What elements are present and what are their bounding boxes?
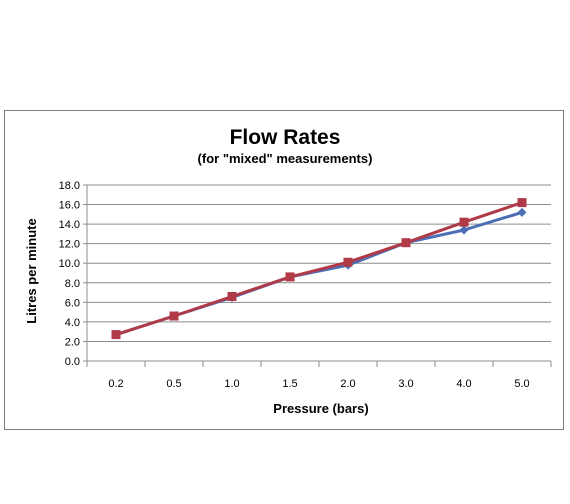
x-axis-label: Pressure (bars) <box>273 401 368 416</box>
x-tick-label: 1.5 <box>282 378 297 390</box>
data-point <box>459 217 469 227</box>
y-tick-label: 14.0 <box>59 219 80 231</box>
y-tick-label: 16.0 <box>59 200 80 212</box>
x-tick-label: 2.0 <box>340 378 355 390</box>
y-tick-label: 2.0 <box>65 336 80 348</box>
y-tick-label: 4.0 <box>65 317 80 329</box>
data-point <box>343 257 353 267</box>
data-point <box>169 311 179 321</box>
data-point <box>517 198 527 208</box>
data-point <box>517 207 527 217</box>
data-point <box>459 225 469 235</box>
x-tick-label: 1.0 <box>224 378 239 390</box>
x-tick-label: 0.2 <box>108 378 123 390</box>
data-point <box>401 238 411 248</box>
data-point <box>285 272 295 282</box>
chart-svg: Flow Rates (for "mixed" measurements) 0.… <box>24 126 552 416</box>
series-layer <box>111 198 527 340</box>
x-tick-label: 5.0 <box>514 378 529 390</box>
y-tick-label: 12.0 <box>59 239 80 251</box>
data-point <box>227 291 237 301</box>
y-axis-label: Litres per minute <box>24 218 39 323</box>
x-tick-labels: 0.2 0.5 1.0 1.5 2.0 3.0 4.0 5.0 <box>108 378 529 390</box>
x-tick-label: 4.0 <box>456 378 471 390</box>
x-tick-label: 3.0 <box>398 378 413 390</box>
y-tick-label: 10.0 <box>59 258 80 270</box>
data-point <box>111 330 121 340</box>
x-tick-label: 0.5 <box>166 378 181 390</box>
series-line <box>115 201 523 337</box>
y-tick-label: 18.0 <box>59 180 80 192</box>
chart-title: Flow Rates <box>230 126 341 149</box>
y-tick-label: 8.0 <box>65 278 80 290</box>
chart-frame: Flow Rates (for "mixed" measurements) 0.… <box>4 110 564 430</box>
y-tick-labels: 0.0 2.0 4.0 6.0 8.0 10.0 12.0 14.0 16.0 18.0 <box>59 180 80 368</box>
series-2 <box>111 198 527 340</box>
y-tick-label: 6.0 <box>65 297 80 309</box>
chart-subtitle: (for "mixed" measurements) <box>198 151 373 166</box>
grid-lines <box>83 184 552 367</box>
y-tick-label: 0.0 <box>65 356 80 368</box>
